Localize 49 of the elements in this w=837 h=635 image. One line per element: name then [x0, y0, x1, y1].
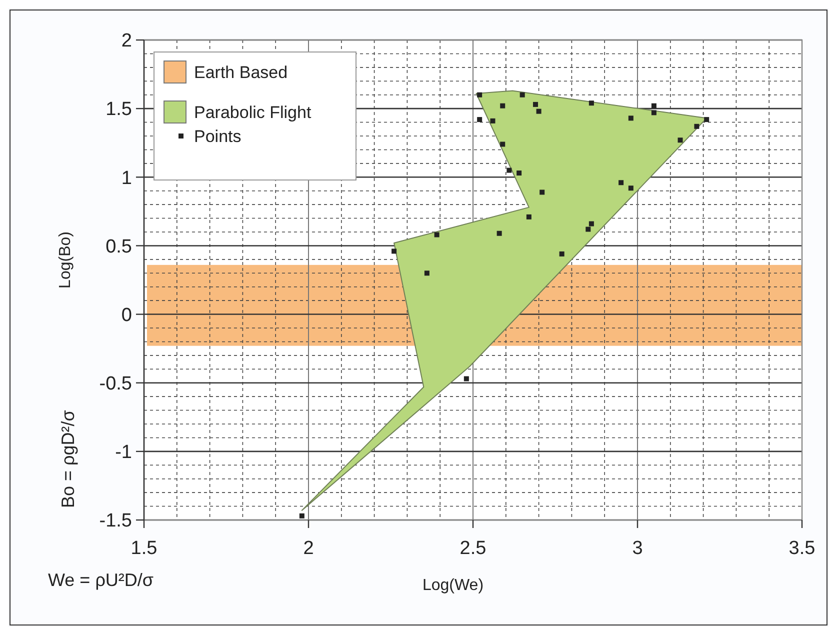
point [299, 513, 304, 518]
point [651, 110, 656, 116]
y-tick-label: -0.5 [99, 374, 132, 395]
x-tick-label: 2.5 [460, 538, 486, 559]
point [678, 138, 683, 143]
x-axis-title: Log(We) [422, 577, 484, 594]
point [628, 116, 634, 121]
y-tick-label: 1.5 [106, 99, 132, 120]
point [526, 214, 532, 220]
point [536, 108, 542, 114]
point [500, 103, 506, 108]
point [586, 226, 591, 232]
y-tick-label: -1.5 [99, 510, 132, 532]
legend-label: Earth Based [194, 62, 288, 82]
y-axis-title: Log(Bo) [57, 232, 74, 288]
text: We = ρU²D/σ [48, 570, 154, 590]
point [516, 170, 522, 176]
point [588, 221, 594, 226]
point [424, 270, 430, 276]
point [618, 180, 624, 186]
point [559, 251, 564, 256]
text: Bo = ρgD²/σ [58, 410, 78, 508]
point [533, 102, 538, 107]
legend-label: Points [194, 126, 242, 146]
point [496, 230, 502, 236]
point [434, 232, 440, 238]
x-tick-label: 2 [303, 538, 314, 559]
x-tick-label: 3.5 [788, 538, 816, 559]
point [490, 118, 496, 124]
point [477, 92, 482, 98]
point [694, 124, 700, 129]
y-tick-label: 1 [121, 168, 132, 189]
y-tick-label: 2 [121, 30, 132, 52]
y-tick-label: -1 [115, 442, 132, 464]
point [540, 190, 545, 195]
point [464, 376, 469, 382]
y-tick-label: 0.5 [106, 236, 132, 258]
y-tick-label: 0 [121, 304, 132, 326]
point [588, 100, 594, 106]
point [392, 248, 397, 254]
point [506, 168, 512, 173]
point [651, 103, 656, 108]
point [704, 117, 710, 122]
point [520, 92, 525, 98]
x-tick-label: 3 [632, 538, 643, 559]
legend-label: Parabolic Flight [194, 102, 312, 122]
point [477, 117, 482, 122]
point [500, 142, 506, 147]
point [628, 186, 634, 191]
